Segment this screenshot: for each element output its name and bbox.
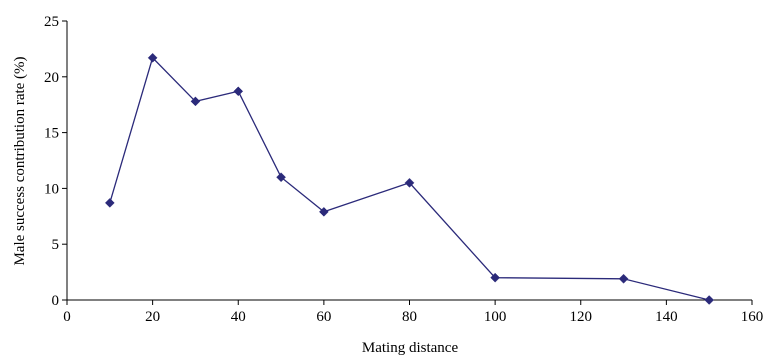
data-point-marker: [276, 172, 286, 183]
data-point-marker: [490, 272, 500, 283]
y-axis-title: Male success contribution rate (%): [12, 56, 28, 265]
y-tick-label: 25: [44, 14, 59, 30]
data-point-marker: [618, 273, 629, 284]
x-tick-label: 100: [484, 309, 507, 325]
data-point-marker: [704, 295, 715, 305]
data-point-marker: [190, 96, 201, 107]
y-tick-label: 15: [44, 126, 59, 142]
y-tick-label: 5: [52, 237, 60, 253]
plot-area: 0 5 10 15 20 25 0 20 40 60 80 100 120 140 160: [44, 14, 763, 325]
data-point-marker: [233, 86, 244, 97]
y-tick-label: 10: [44, 181, 59, 197]
x-tick-label: 160: [741, 309, 764, 325]
x-tick-label: 0: [63, 309, 71, 325]
x-tick-label: 60: [316, 309, 331, 325]
x-tick-label: 40: [231, 309, 246, 325]
data-point-marker: [104, 198, 115, 208]
data-point-marker: [319, 206, 329, 217]
data-point-marker: [147, 52, 158, 63]
x-tick-label: 140: [655, 309, 678, 325]
series-line: [109, 56, 710, 301]
x-tick-label: 80: [402, 309, 417, 325]
data-point-marker: [404, 177, 415, 188]
x-tick-label: 120: [570, 309, 593, 325]
y-tick-label: 20: [44, 70, 59, 86]
x-axis-title: Mating distance: [362, 340, 459, 356]
y-tick-label: 0: [52, 293, 60, 309]
x-tick-label: 20: [145, 309, 160, 325]
